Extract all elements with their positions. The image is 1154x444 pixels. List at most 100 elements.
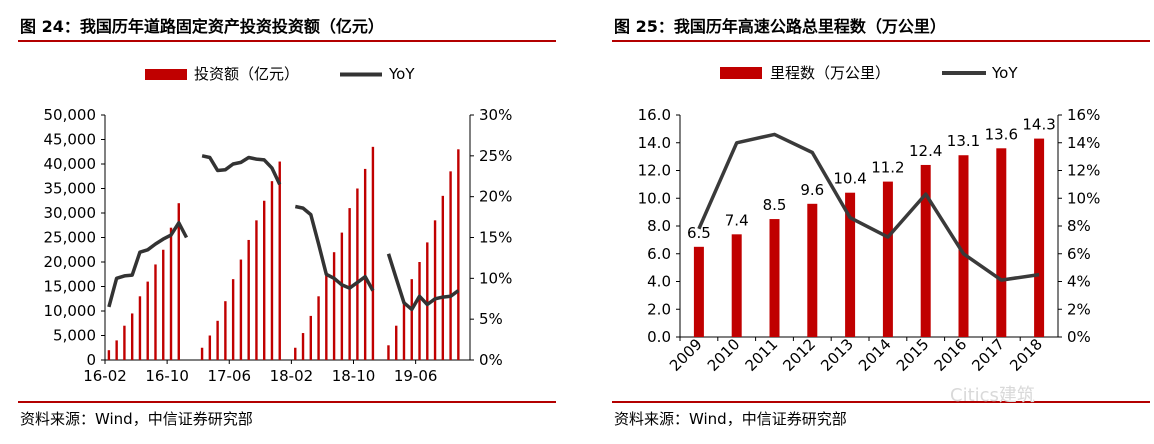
yoy-line [107, 154, 460, 312]
bar-data-label: 11.2 [871, 159, 904, 177]
source-rule [612, 401, 1150, 403]
bar [115, 340, 118, 360]
bar [332, 252, 336, 360]
bar [263, 200, 266, 360]
legend-label-bars: 里程数（万公里） [770, 64, 890, 82]
y2-tick-label: 10% [479, 269, 512, 287]
bar [402, 301, 406, 360]
chart-title: 图 25：我国历年高速公路总里程数（万公里） [614, 17, 946, 36]
bar [208, 335, 212, 360]
y2-tick-label: 20% [479, 188, 512, 206]
y-tick-label: 4.0 [647, 273, 671, 291]
bar [395, 325, 398, 360]
yoy-line [697, 132, 1040, 282]
y-tick-label: 20,000 [44, 253, 97, 271]
bar [138, 296, 142, 360]
bar [301, 333, 305, 360]
legend-swatch-bars [145, 69, 187, 80]
bar [958, 155, 969, 337]
y-tick-label: 14.0 [638, 134, 671, 152]
y-tick-label: 50,000 [44, 106, 97, 124]
bar [882, 181, 893, 337]
bar [356, 188, 359, 360]
legend-label-line: YoY [991, 64, 1018, 82]
bar [162, 249, 165, 360]
bar [309, 315, 312, 360]
bar [449, 171, 452, 360]
x-tick-label: 2015 [893, 335, 933, 375]
bar [340, 232, 344, 360]
legend-swatch-bars [720, 67, 762, 79]
bar [177, 203, 180, 360]
bar [731, 234, 742, 337]
bar [387, 345, 390, 360]
y2-tick-label: 5% [479, 310, 503, 328]
bar [426, 242, 429, 360]
x-tick-label: 2012 [779, 335, 819, 375]
x-tick-label: 2009 [666, 335, 706, 375]
bar-data-label: 12.4 [909, 142, 942, 160]
y2-tick-label: 8% [1067, 217, 1091, 235]
y-tick-label: 16.0 [638, 106, 671, 124]
bar [216, 320, 219, 360]
bar [418, 262, 421, 360]
bar [224, 301, 227, 360]
x-tick-label: 17-06 [207, 367, 251, 385]
chart-panel-left: 图 24：我国历年道路固定资产投资投资额（亿元） 投资额（亿元） YoY 0 5,00… [0, 0, 560, 444]
y-tick-label: 10,000 [44, 302, 97, 320]
bar [996, 148, 1007, 337]
bar [433, 220, 437, 360]
bar-data-label: 10.4 [833, 170, 866, 188]
y-tick-label: 12.0 [638, 162, 671, 180]
bar-data-label: 13.6 [985, 125, 1018, 143]
x-tick-label: 19-06 [394, 367, 438, 385]
title-rule [612, 40, 1150, 42]
y-tick-label: 30,000 [44, 204, 97, 222]
y-tick-label: 5,000 [53, 327, 96, 345]
chart-left-svg: 投资额（亿元） YoY 0 5,000 10,000 15,000 20,000 25,000… [44, 65, 513, 385]
legend-label-line: YoY [388, 65, 415, 83]
bar [371, 146, 375, 360]
y-tick-label: 10.0 [638, 189, 671, 207]
x-tick-label: 2014 [855, 335, 895, 375]
bar [154, 264, 157, 360]
bar [693, 246, 704, 337]
x-tick-label: 2016 [931, 335, 971, 375]
bar [845, 192, 856, 337]
y2-tick-label: 10% [1067, 189, 1100, 207]
bar-data-label: 13.1 [947, 132, 980, 150]
y2-tick-label: 30% [479, 106, 512, 124]
source-rule [18, 401, 556, 403]
legend-label-bars: 投资额（亿元） [194, 65, 299, 83]
y2-tick-label: 6% [1067, 245, 1091, 263]
bar [231, 279, 235, 360]
y-tick-label: 2.0 [647, 300, 671, 318]
bar [1034, 138, 1045, 337]
bar [123, 325, 126, 360]
x-tick-label: 16-10 [145, 367, 189, 385]
bar-data-label: 9.6 [800, 181, 824, 199]
y-tick-label: 0 [86, 351, 96, 369]
x-tick-label: 2013 [817, 335, 857, 375]
bar [317, 296, 320, 360]
y-tick-label: 45,000 [44, 131, 97, 149]
bar [769, 219, 780, 337]
chart-panel-right: 图 25：我国历年高速公路总里程数（万公里） 里程数（万公里） YoY 0.0 2.0… [594, 0, 1154, 444]
chart-right-svg: 里程数（万公里） YoY 0.0 2.0 4.0 6.0 8.0 10.0 12.0 14.0 16… [638, 64, 1101, 375]
x-tick-label: 2018 [1006, 335, 1046, 375]
bar-data-label: 14.3 [1022, 116, 1055, 134]
y-tick-label: 40,000 [44, 155, 97, 173]
bar [807, 203, 818, 337]
bar [410, 279, 413, 360]
y-tick-label: 15,000 [44, 278, 97, 296]
bar [920, 164, 931, 337]
y-tick-label: 8.0 [647, 217, 671, 235]
x-tick-label: 18-02 [270, 367, 314, 385]
y2-tick-label: 0% [1067, 328, 1091, 346]
y2-tick-label: 15% [479, 229, 512, 247]
bar [200, 347, 204, 360]
bar-data-label: 8.5 [763, 196, 787, 214]
x-tick-label: 2017 [968, 335, 1008, 375]
bar [247, 239, 250, 360]
x-tick-label: 2010 [704, 335, 744, 375]
